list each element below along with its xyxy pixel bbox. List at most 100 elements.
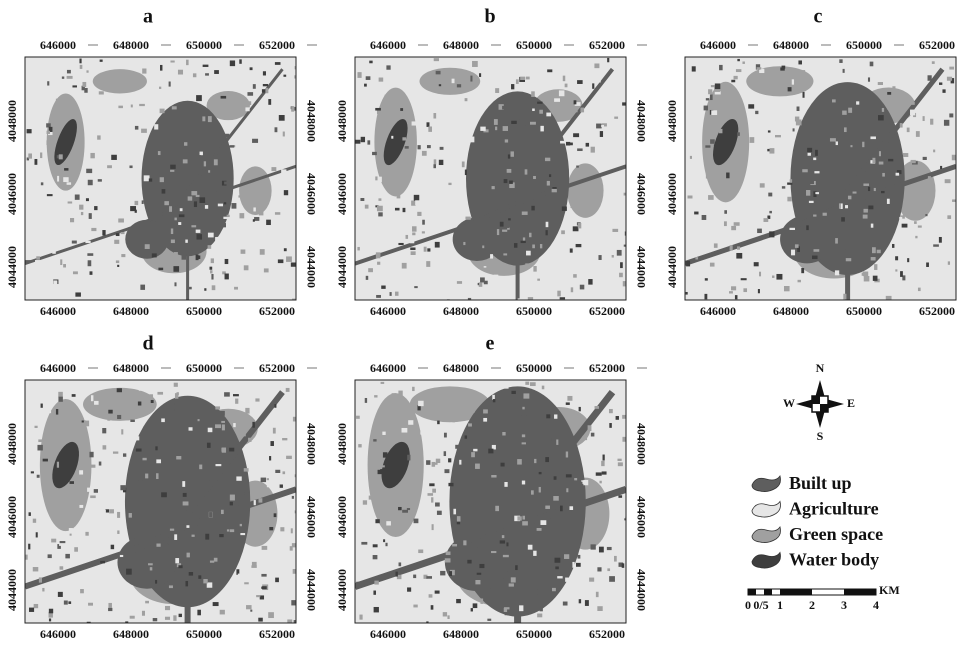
map-texture [877,90,884,94]
map-texture [74,547,78,552]
map-texture [375,252,381,259]
map-texture [797,279,801,283]
map-texture [569,248,573,253]
map-texture [191,534,195,537]
map-texture [552,587,556,592]
map-area [685,57,956,300]
map-texture [402,509,409,513]
map-texture [729,245,733,251]
x-tick-label: 650000 [516,304,552,318]
y-tick-label: 4044000 [335,569,349,611]
map-texture [686,260,691,267]
map-texture [261,573,267,577]
map-texture [406,260,411,263]
map-texture [556,196,560,199]
map-texture [714,83,721,90]
map-texture [365,275,369,280]
map-texture [521,434,526,438]
map-texture [537,101,543,104]
map-texture [531,91,535,97]
map-texture [483,129,489,133]
map-texture [841,217,845,222]
y-tick-label: 4046000 [634,496,648,538]
map-texture [510,577,516,583]
legend-swatch [751,500,781,518]
map-texture [289,546,293,551]
map-texture [98,91,104,95]
map-texture [753,262,759,267]
map-texture [274,127,278,133]
map-texture [145,473,149,479]
map-texture [224,273,229,280]
map-texture [463,241,466,246]
map-texture [509,180,513,184]
map-texture [162,435,165,440]
map-texture [375,205,379,208]
map-texture [453,508,457,515]
map-texture [430,605,434,610]
map-texture [759,68,765,74]
y-tick-label: 4048000 [5,423,19,465]
map-texture [188,572,194,576]
map-area [355,380,626,623]
map-texture [772,275,775,278]
map-texture [806,190,811,196]
map-frame [24,379,297,624]
map-texture [596,183,603,189]
map-texture [475,463,480,469]
map-texture [242,611,245,615]
map-texture [229,494,235,501]
map-texture [485,244,489,250]
map-texture [425,537,432,542]
map-texture [206,442,211,448]
map-texture [402,137,407,141]
map-texture [139,437,146,441]
y-tick-label: 4048000 [304,100,318,142]
map-texture [470,608,473,612]
x-tick-label: 646000 [700,38,736,52]
map-texture [157,391,164,395]
map-texture [128,513,132,518]
compass-west: W [783,396,795,410]
x-tick-label: 648000 [113,38,149,52]
map-texture [292,298,296,300]
map-texture [225,462,230,465]
map-texture [885,295,892,300]
map-texture [196,234,203,240]
map-texture [82,81,87,88]
map-texture [900,271,903,277]
map-texture [66,503,73,509]
map-texture [516,113,520,120]
map-texture [749,137,755,143]
map-texture [617,458,622,461]
map-texture [534,458,537,464]
map-texture [525,76,530,80]
map-texture [151,253,157,258]
x-tick-label: 648000 [443,38,479,52]
map-texture [223,216,229,219]
map-texture [87,260,92,267]
map-texture [122,453,127,457]
x-tick-label: 648000 [443,361,479,375]
map-texture [500,462,505,467]
map-texture [508,583,514,587]
map-texture [294,288,296,293]
y-tick-label: 4044000 [5,246,19,288]
map-texture [58,154,63,160]
map-texture [524,160,528,164]
map-texture [772,73,775,79]
map-texture [585,142,590,147]
map-texture [582,435,588,441]
map-texture [215,424,221,429]
y-tick-label: 4046000 [304,496,318,538]
map-texture [42,587,45,592]
map-texture [433,113,437,119]
y-tick-label: 4048000 [304,423,318,465]
map-texture [802,169,808,173]
map-texture [708,195,714,200]
map-texture [178,613,182,618]
map-texture [596,582,601,587]
map-texture [171,106,177,110]
map-texture [497,211,500,217]
map-texture [532,244,535,249]
